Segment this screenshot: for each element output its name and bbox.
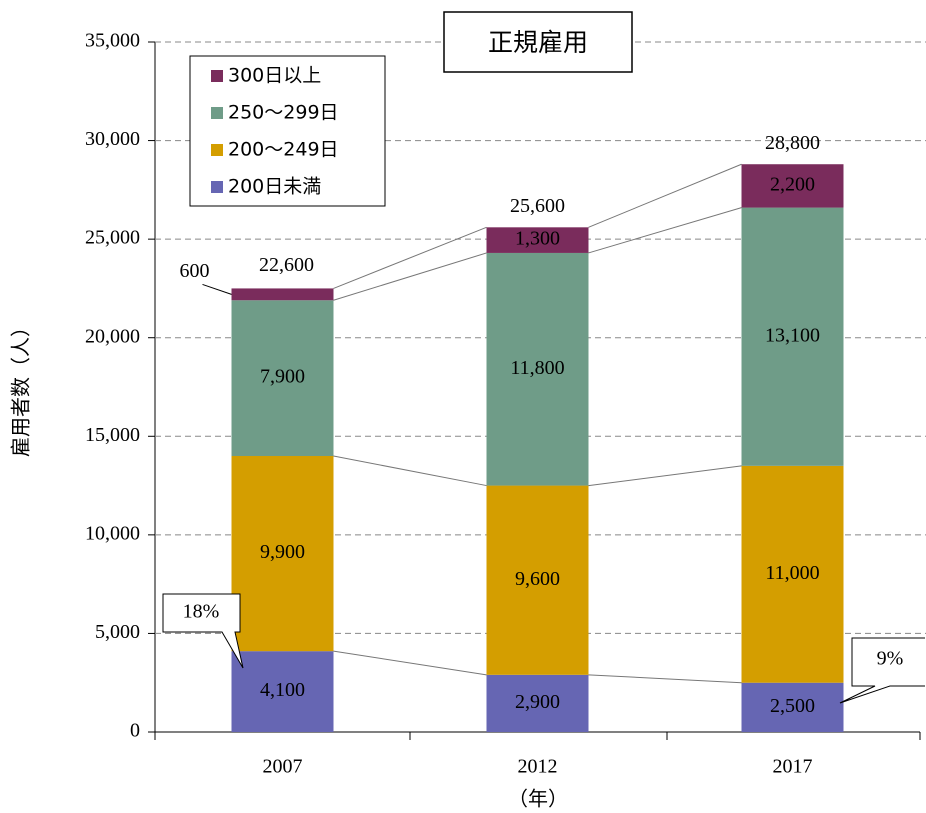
y-tick-label: 35,000 — [85, 30, 140, 52]
connector-line — [588, 674, 742, 684]
bar-segment — [486, 252, 589, 486]
data-label: 1,300 — [515, 228, 560, 250]
data-label: 600 — [180, 260, 210, 282]
data-label: 2,500 — [770, 695, 815, 717]
legend-label: 300日以上 — [228, 65, 321, 87]
bar-segment — [486, 674, 589, 732]
x-tick-label: 2012 — [518, 756, 558, 778]
legend-swatch — [211, 107, 223, 119]
legend-label: 200〜249日 — [228, 139, 339, 161]
data-label: 2,900 — [515, 691, 560, 713]
title-box — [443, 11, 633, 73]
bar-segment — [741, 682, 844, 732]
x-axis-label: （年） — [508, 787, 568, 811]
y-tick-label: 15,000 — [85, 424, 140, 446]
y-tick-label: 20,000 — [85, 325, 140, 347]
connector-line — [588, 207, 742, 254]
x-tick-label: 2017 — [773, 756, 813, 778]
data-label: 4,100 — [260, 679, 305, 701]
bar-segment — [231, 651, 334, 732]
y-axis-label: 雇用者数（人） — [9, 317, 33, 457]
y-tick-label: 30,000 — [85, 128, 140, 150]
annotation: 18% — [183, 601, 220, 623]
callout-box — [162, 593, 244, 669]
annotation: 9% — [877, 648, 904, 670]
y-tick-label: 25,000 — [85, 227, 140, 249]
data-label: 11,800 — [510, 357, 564, 379]
legend-swatch — [211, 144, 223, 156]
connector-line — [333, 455, 487, 487]
y-tick-label: 0 — [130, 720, 140, 742]
bar-segment — [486, 485, 589, 675]
legend-label: 200日未満 — [228, 176, 321, 198]
legend-label: 250〜299日 — [228, 102, 339, 124]
connector-line — [333, 650, 487, 676]
leader-line — [202, 283, 232, 295]
total-label: 22,600 — [259, 254, 314, 276]
legend-swatch — [211, 181, 223, 193]
x-axis-ticks — [154, 732, 921, 740]
connector-line — [588, 163, 742, 228]
bar-segment — [741, 465, 844, 683]
legend: 200日未満 200〜249日 250〜299日 300日以上 — [189, 55, 386, 207]
bar-segment — [231, 300, 334, 456]
y-tick-label: 5,000 — [95, 621, 140, 643]
bar-segment — [741, 164, 844, 208]
data-label: 9,600 — [515, 568, 560, 590]
legend-swatch — [211, 70, 223, 82]
chart-title: 正規雇用 — [488, 28, 588, 57]
bar-segment — [741, 207, 844, 466]
data-label: 11,000 — [765, 562, 819, 584]
plot-area: 4,100 9,900 7,900 600 22,600 2,900 9,600 11,800… — [155, 41, 926, 732]
bar-segment — [231, 456, 334, 652]
data-label: 13,100 — [765, 324, 820, 346]
data-label: 2,200 — [770, 174, 815, 196]
total-label: 25,600 — [510, 195, 565, 217]
connector-line — [333, 226, 487, 289]
x-tick-label: 2007 — [263, 756, 303, 778]
y-tick-label: 10,000 — [85, 522, 140, 544]
total-label: 28,800 — [765, 132, 820, 154]
bar-segment — [231, 288, 334, 301]
data-label: 9,900 — [260, 541, 305, 563]
connector-line — [588, 465, 742, 487]
connector-line — [333, 252, 487, 301]
bar-segment — [486, 227, 589, 253]
callout-box — [839, 637, 925, 704]
data-label: 7,900 — [260, 366, 305, 388]
